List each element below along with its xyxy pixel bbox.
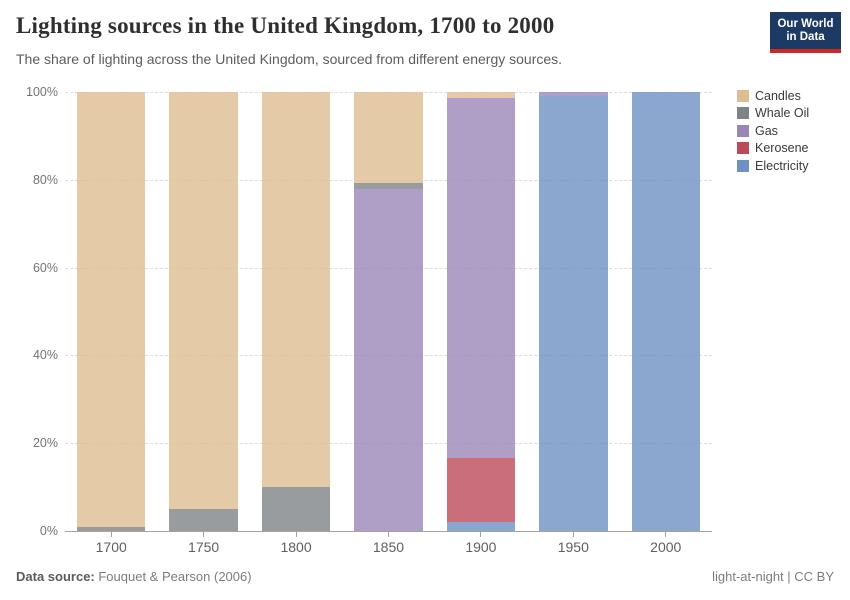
bar-1800[interactable] [261,92,331,531]
bar-2000[interactable] [631,92,700,531]
legend-swatch-kerosene [737,142,749,155]
bar-segment-1800-whale-oil[interactable] [261,487,331,531]
x-tick-label-2000: 2000 [650,539,682,555]
bar-segment-1800-candles[interactable] [261,92,331,488]
x-tick-label-1700: 1700 [95,539,127,555]
legend-swatch-candles [737,89,749,102]
legend-swatch-gas [737,124,749,137]
bar-slot-1800 [250,92,342,531]
bar-segment-1950-electricity[interactable] [539,96,608,531]
bar-segment-1900-electricity[interactable] [446,522,516,531]
y-tick-label-60: 60% [32,260,58,275]
owid-logo-text: Our World in Data [770,12,841,49]
bar-segment-1850-gas[interactable] [354,189,423,531]
chart-plot-area [65,92,712,532]
bar-segment-1900-gas[interactable] [446,98,516,458]
legend-label: Gas [755,123,778,138]
bar-slot-1750 [157,92,249,531]
bar-segment-1750-candles[interactable] [169,92,238,510]
legend-label: Electricity [755,158,809,173]
x-tick-1800 [295,532,297,537]
bar-slot-2000 [620,92,712,531]
bar-1900[interactable] [446,92,516,531]
bar-1950[interactable] [539,92,608,531]
legend-item-electricity[interactable]: Electricity [737,157,809,175]
owid-logo-stripe [770,49,841,53]
y-axis-labels: 0% 20% 40% 60% 80% 100% [0,85,58,538]
x-tick-label-1800: 1800 [280,539,312,555]
legend-label: Kerosene [755,141,809,156]
data-source-value: Fouquet & Pearson (2006) [94,569,252,584]
bars-row [65,92,712,531]
legend-label: Candles [755,88,801,103]
y-tick-label-40: 40% [32,348,58,363]
x-tick-1750 [203,532,205,537]
x-tick-label-1850: 1850 [372,539,405,555]
bar-slot-1850 [342,92,434,531]
bar-slot-1700 [65,92,157,531]
y-tick-label-0: 0% [39,524,58,538]
data-source: Data source: Fouquet & Pearson (2006) [16,569,252,584]
bar-segment-1850-whale-oil[interactable] [354,182,423,190]
chart-subtitle: The share of lighting across the United … [16,51,563,67]
bar-slot-1900 [435,92,527,531]
legend-swatch-electricity [737,159,749,172]
bar-segment-1750-whale-oil[interactable] [169,509,238,531]
bar-slot-1950 [527,92,619,531]
owid-logo[interactable]: Our World in Data [770,12,841,53]
y-tick-label-80: 80% [32,172,58,187]
x-tick-1900 [480,532,482,537]
x-tick-label-1750: 1750 [188,539,220,555]
bar-segment-1700-candles[interactable] [77,92,146,527]
bar-segment-1900-kerosene[interactable] [446,457,516,523]
legend-item-whale-oil[interactable]: Whale Oil [737,105,809,123]
bar-segment-2000-electricity[interactable] [631,92,700,531]
bar-segment-1900-candles[interactable] [446,92,516,99]
x-tick-label-1900: 1900 [465,539,497,555]
bar-segment-1950-gas[interactable] [539,92,608,97]
chart-title: Lighting sources in the United Kingdom, … [16,13,555,38]
x-tick-1850 [387,532,389,537]
x-axis-labels: 1700 1750 1800 1850 1900 1950 2000 [65,539,712,555]
license-credit: light-at-night | CC BY [712,569,834,584]
legend-item-kerosene[interactable]: Kerosene [737,140,809,158]
legend-item-candles[interactable]: Candles [737,87,809,105]
legend-label: Whale Oil [755,106,810,121]
bar-1850[interactable] [354,92,423,531]
legend-swatch-whale-oil [737,107,749,120]
chart-footer: Data source: Fouquet & Pearson (2006) li… [16,569,834,584]
y-tick-label-20: 20% [32,436,58,451]
x-tick-label-1950: 1950 [557,539,589,555]
legend-item-gas[interactable]: Gas [737,122,809,140]
x-tick-1950 [572,532,574,537]
bar-1750[interactable] [169,92,238,531]
data-source-label: Data source: [16,569,95,584]
x-tick-2000 [665,532,667,537]
bar-1700[interactable] [77,92,146,531]
bar-segment-1700-whale-oil[interactable] [77,526,146,531]
x-tick-1700 [110,532,112,537]
gridline-0 [65,531,712,532]
bar-segment-1850-candles[interactable] [354,92,423,183]
chart-legend: Candles Whale Oil Gas Kerosene Electricity [737,87,809,175]
x-axis-ticks [65,532,712,537]
y-tick-label-100: 100% [26,85,58,99]
